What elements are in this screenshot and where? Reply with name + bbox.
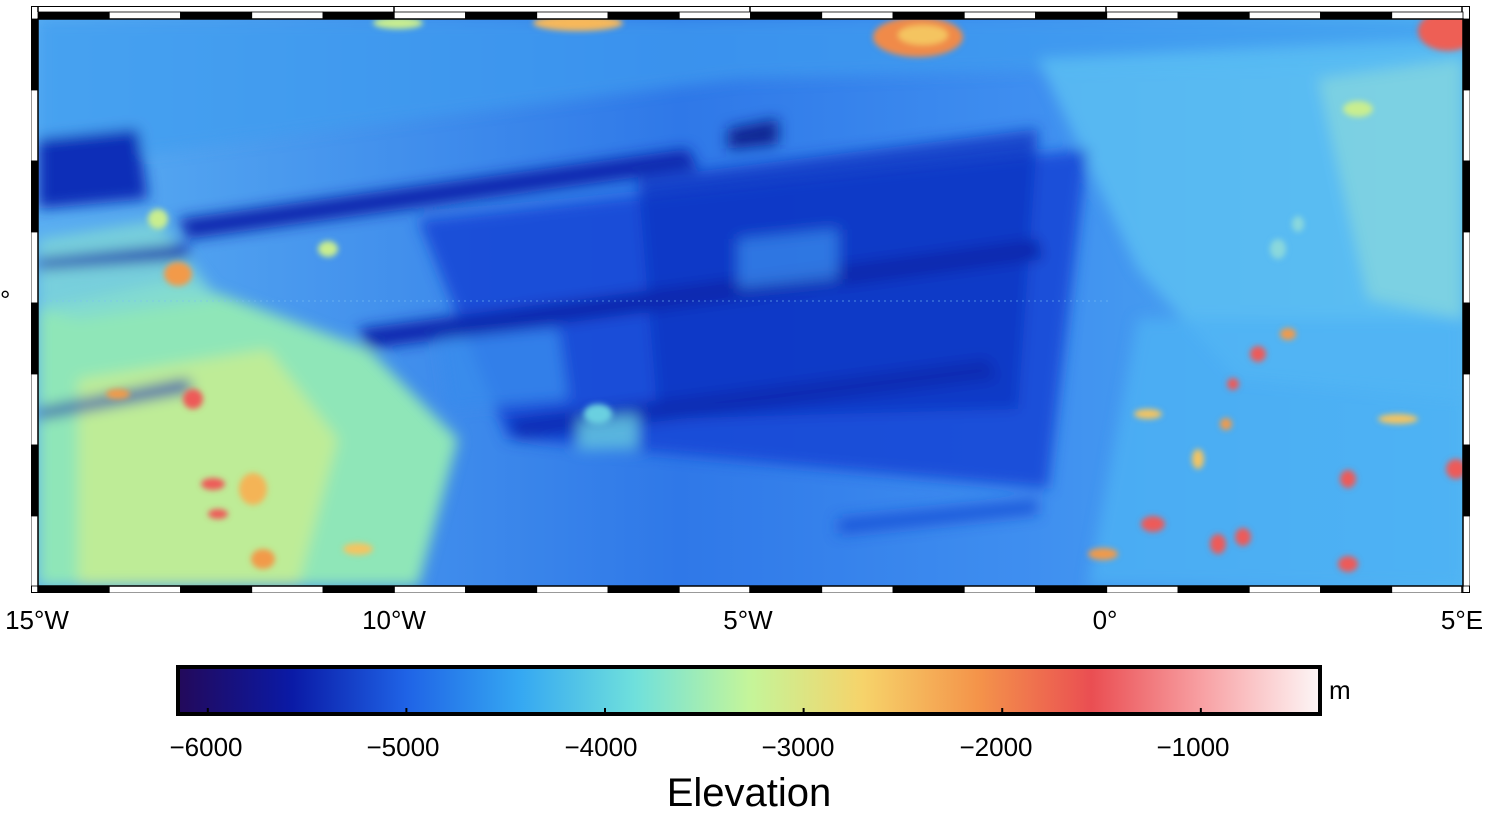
frame-segment bbox=[31, 89, 39, 162]
frame-segment bbox=[31, 160, 39, 233]
frame-segment bbox=[607, 11, 680, 20]
frame-segment bbox=[963, 11, 1036, 20]
x-tick-label-5w: 5°W bbox=[723, 605, 773, 635]
frame-segment bbox=[251, 585, 324, 593]
frame-segment bbox=[180, 11, 253, 20]
frame-segment bbox=[963, 585, 1036, 593]
frame-segment bbox=[1391, 11, 1464, 20]
colorbar-title: Elevation bbox=[666, 771, 832, 815]
frame-segment bbox=[1035, 585, 1108, 593]
frame-segment bbox=[1248, 585, 1321, 593]
frame-segment bbox=[1462, 18, 1470, 91]
frame-segment bbox=[1248, 11, 1321, 20]
frame-segment bbox=[1320, 11, 1393, 20]
frame-segment bbox=[821, 585, 894, 593]
frame-segment bbox=[322, 11, 395, 20]
frame-segment bbox=[37, 585, 110, 593]
frame-segment bbox=[678, 585, 751, 593]
x-tick-label-0: 0° bbox=[1092, 605, 1118, 635]
bathymetry-grid bbox=[38, 19, 1463, 586]
frame-segment bbox=[31, 302, 39, 375]
colorbar-tick-label: −6000 bbox=[169, 732, 243, 762]
frame-segment bbox=[1462, 231, 1470, 304]
frame-segment bbox=[393, 585, 466, 593]
frame-segment bbox=[251, 11, 324, 20]
frame-segment bbox=[821, 11, 894, 20]
frame-segment bbox=[1462, 373, 1470, 446]
frame-segment bbox=[465, 11, 538, 20]
colorbar-tick-label: −4000 bbox=[564, 732, 638, 762]
frame-ticks-left bbox=[31, 18, 39, 587]
colorbar-unit: m bbox=[1329, 675, 1351, 705]
colorbar bbox=[176, 665, 1322, 716]
frame-segment bbox=[750, 585, 823, 593]
frame-segment bbox=[1391, 585, 1464, 593]
frame-segment bbox=[536, 11, 609, 20]
frame-segment bbox=[393, 11, 466, 20]
frame-segment bbox=[1035, 11, 1108, 20]
frame-segment bbox=[322, 585, 395, 593]
frame-segment bbox=[1320, 585, 1393, 593]
frame-segment bbox=[31, 231, 39, 304]
frame-segment bbox=[678, 11, 751, 20]
colorbar-gradient bbox=[178, 667, 1320, 714]
colorbar-tick-label: −3000 bbox=[761, 732, 835, 762]
frame-segment bbox=[1462, 302, 1470, 375]
frame-segment bbox=[108, 585, 181, 593]
frame-segment bbox=[1177, 585, 1250, 593]
frame-segment bbox=[31, 444, 39, 517]
frame-segment bbox=[750, 11, 823, 20]
x-tick-label-10w: 10°W bbox=[362, 605, 426, 635]
frame-segment bbox=[1462, 444, 1470, 517]
x-tick-label-5e: 5°E bbox=[1440, 605, 1484, 635]
colorbar-ticks bbox=[206, 708, 1202, 716]
frame-segment bbox=[1462, 89, 1470, 162]
frame-segment bbox=[1106, 585, 1179, 593]
frame-segment bbox=[892, 585, 965, 593]
frame-segment bbox=[1177, 11, 1250, 20]
frame-segment bbox=[108, 11, 181, 20]
colorbar-tick-label: −2000 bbox=[959, 732, 1033, 762]
frame-segment bbox=[1462, 515, 1470, 587]
frame-segment bbox=[607, 585, 680, 593]
x-tick-label-15w: 15°W bbox=[5, 605, 69, 635]
frame-segment bbox=[1106, 11, 1179, 20]
frame-segment bbox=[31, 373, 39, 446]
frame-segment bbox=[536, 585, 609, 593]
frame-segment bbox=[31, 18, 39, 91]
frame-segment bbox=[892, 11, 965, 20]
frame-segment bbox=[1462, 160, 1470, 233]
y-tick-label-0: ° bbox=[0, 285, 11, 315]
frame-segment bbox=[465, 585, 538, 593]
frame-segment bbox=[37, 11, 110, 20]
frame-ticks-top bbox=[37, 11, 1464, 20]
frame-segment bbox=[180, 585, 253, 593]
colorbar-tick-label: −5000 bbox=[366, 732, 440, 762]
frame-segment bbox=[31, 515, 39, 587]
colorbar-border bbox=[176, 665, 1322, 716]
colorbar-tick-label: −1000 bbox=[1156, 732, 1230, 762]
map-frame bbox=[31, 6, 1470, 593]
frame-ticks-right bbox=[1462, 18, 1470, 587]
